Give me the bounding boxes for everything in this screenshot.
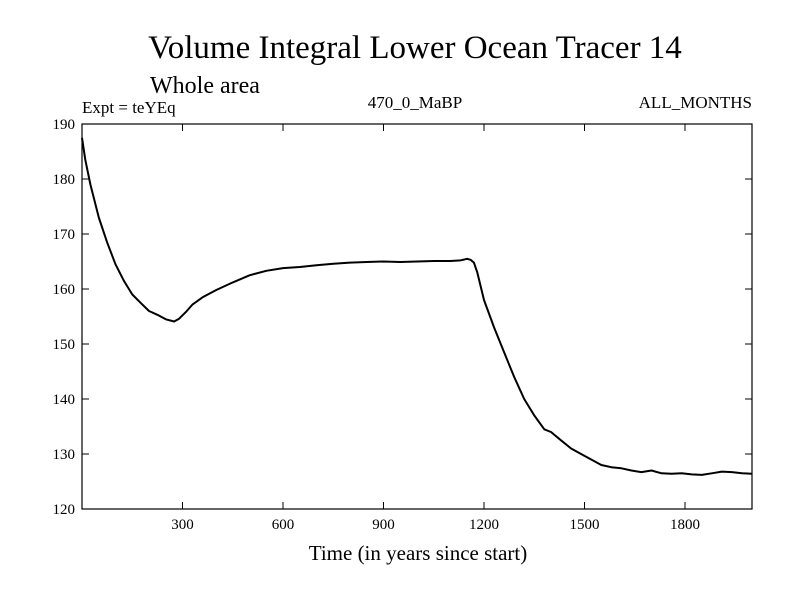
series-line: [81, 137, 753, 476]
chart-title: Volume Integral Lower Ocean Tracer 14: [148, 30, 682, 66]
x-tick-label: 900: [372, 517, 395, 533]
y-tick-label: 190: [53, 117, 76, 133]
y-tick-label: 150: [53, 337, 76, 353]
x-tick-label: 300: [171, 517, 194, 533]
y-tick-label: 130: [53, 447, 76, 463]
chart-subtitle: Whole area: [150, 73, 260, 99]
x-tick-label: 1800: [670, 517, 700, 533]
x-tick-label: 600: [272, 517, 295, 533]
experiment-label: Expt = teYEq: [82, 98, 176, 117]
y-tick-label: 170: [53, 227, 76, 243]
x-tick-label: 1200: [469, 517, 499, 533]
y-tick-label: 140: [53, 392, 76, 408]
y-tick-label: 180: [53, 172, 76, 188]
tick-layer: 300 600 900 1200 1500 1800 120 130 140 150 160 170 1…: [53, 117, 752, 533]
y-tick-label: 160: [53, 282, 76, 298]
center-label: 470_0_MaBP: [368, 93, 462, 112]
series-layer: [81, 137, 753, 476]
x-tick-label: 1500: [570, 517, 600, 533]
x-axis-label: Time (in years since start): [309, 541, 528, 565]
plot-frame: [81, 123, 753, 510]
y-tick-label: 120: [53, 502, 76, 518]
right-label: ALL_MONTHS: [639, 93, 752, 112]
